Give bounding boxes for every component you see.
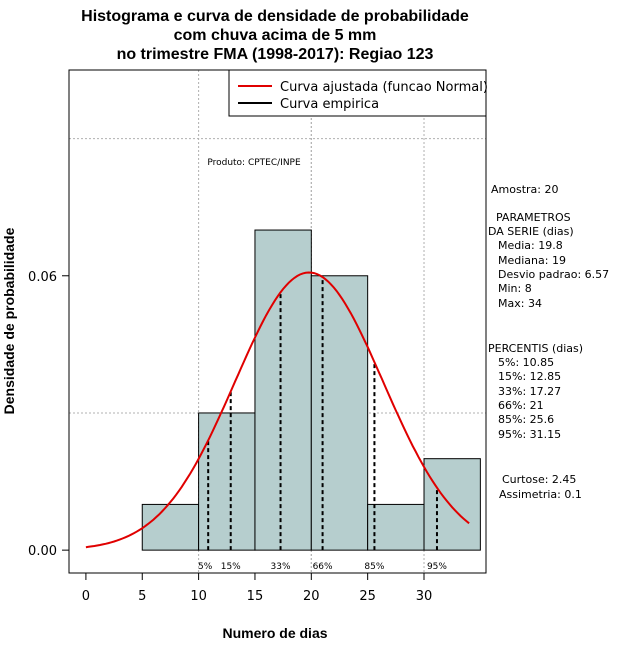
percentile-lines — [207, 277, 438, 551]
percentile-label-1: 15% — [221, 562, 241, 572]
x-axis-title: Numero de dias — [222, 625, 327, 641]
y-axis: 0.00 0.06 — [28, 270, 70, 559]
product-annotation: Produto: CPTEC/INPE — [207, 158, 301, 168]
stat-p33: 33%: 17.27 — [498, 385, 561, 398]
x-tick-label-5: 25 — [359, 589, 376, 604]
stat-p15: 15%: 12.85 — [498, 370, 561, 383]
fitted-normal-curve — [85, 271, 470, 549]
stat-desvio: Desvio padrao: 6.57 — [498, 268, 609, 281]
stat-curtose: Curtose: 2.45 — [502, 473, 576, 486]
chart-title-line-1: Histograma e curva de densidade de proba… — [81, 8, 469, 25]
legend-box — [228, 69, 487, 117]
x-tick-label-2: 10 — [190, 589, 207, 604]
chart-title-line-3: no trimestre FMA (1998-2017): Regiao 123 — [117, 46, 434, 63]
stat-percentis-title: PERCENTIS (dias) — [488, 342, 583, 355]
stat-p95: 95%: 31.15 — [498, 428, 561, 441]
legend-label-empirical: Curva empirica — [280, 97, 379, 112]
histogram-bar-3 — [310, 275, 369, 551]
x-tick-label-6: 30 — [416, 589, 433, 604]
stat-amostra: Amostra: 20 — [491, 183, 558, 196]
x-tick-label-0: 0 — [82, 589, 90, 604]
x-tick-label-1: 5 — [138, 589, 146, 604]
stat-p85: 85%: 25.6 — [498, 413, 554, 426]
y-axis-title: Densidade de probabilidade — [1, 227, 17, 414]
stat-mediana: Mediana: 19 — [498, 254, 566, 267]
percentile-label-5: 95% — [427, 562, 447, 572]
histogram-bar-2 — [254, 229, 312, 551]
stat-params-title-1: PARAMETROS — [496, 211, 571, 224]
percentile-label-0: 5% — [198, 562, 213, 572]
histogram-bar-0 — [141, 503, 200, 551]
histogram-bar-5 — [423, 458, 481, 551]
stat-media: Media: 19.8 — [498, 239, 563, 252]
histogram-bar-4 — [367, 503, 425, 551]
y-tick-label-0: 0.00 — [28, 544, 57, 559]
histogram-bar-1 — [198, 412, 256, 551]
stat-max: Max: 34 — [498, 297, 542, 310]
legend: Curva ajustada (funcao Normal) Curva emp… — [228, 69, 488, 117]
x-tick-label-4: 20 — [303, 589, 320, 604]
legend-label-fitted: Curva ajustada (funcao Normal) — [280, 80, 488, 95]
percentile-label-2: 33% — [271, 562, 291, 572]
percentile-labels: 5% 15% 33% 66% 85% 95% — [198, 562, 447, 572]
percentile-label-4: 85% — [364, 562, 384, 572]
stat-p5: 5%: 10.85 — [498, 356, 554, 369]
stat-p66: 66%: 21 — [498, 399, 544, 412]
x-tick-label-3: 15 — [247, 589, 264, 604]
statistics-panel: Amostra: 20 PARAMETROS DA SERIE (dias) M… — [488, 183, 609, 501]
y-tick-label-1: 0.06 — [28, 270, 57, 285]
histogram-bars — [141, 229, 481, 551]
stat-params-title-2: DA SERIE (dias) — [488, 225, 574, 238]
chart-title-line-2: com chuva acima de 5 mm — [174, 27, 377, 44]
stat-min: Min: 8 — [498, 282, 532, 295]
stat-assimetria: Assimetria: 0.1 — [499, 488, 582, 501]
x-axis: 0 5 10 15 20 25 30 — [82, 572, 433, 604]
percentile-label-3: 66% — [313, 562, 333, 572]
